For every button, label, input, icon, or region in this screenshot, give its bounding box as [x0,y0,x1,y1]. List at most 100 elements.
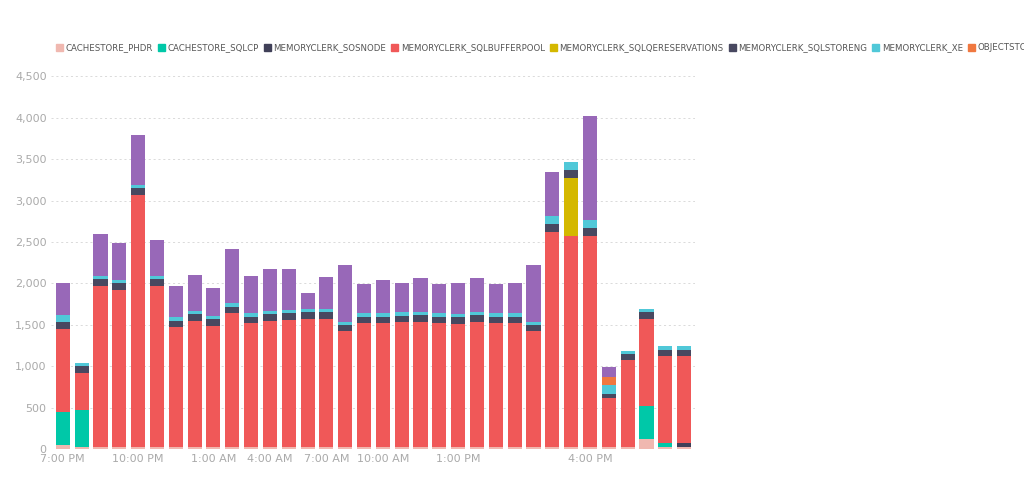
Bar [93,279,108,286]
Bar [338,321,352,325]
Legend: CACHESTORE_PHDR, CACHESTORE_SQLCP, MEMORYCLERK_SOSNODE, MEMORYCLERK_SQLBUFFERPOO: CACHESTORE_PHDR, CACHESTORE_SQLCP, MEMOR… [55,43,1024,52]
Bar [677,447,691,449]
Bar [207,326,220,447]
Bar [452,284,465,314]
Bar [75,363,89,366]
Bar [75,410,89,447]
Bar [414,278,428,312]
Bar [508,313,522,317]
Bar [225,313,240,447]
Bar [658,350,673,356]
Bar [526,325,541,331]
Bar [621,351,635,354]
Bar [508,323,522,447]
Bar [300,293,314,309]
Bar [113,290,126,447]
Bar [414,315,428,321]
Bar [282,310,296,313]
Bar [658,444,673,447]
Bar [639,406,653,439]
Bar [244,313,258,317]
Bar [207,287,220,316]
Bar [93,286,108,447]
Bar [150,279,164,286]
Bar [282,447,296,449]
Bar [169,447,183,449]
Bar [546,232,559,447]
Bar [564,161,579,170]
Bar [658,356,673,444]
Bar [376,323,390,447]
Bar [432,317,446,323]
Bar [131,447,145,449]
Bar [432,284,446,313]
Bar [319,447,334,449]
Bar [583,447,597,449]
Bar [263,311,276,314]
Bar [244,447,258,449]
Bar [93,447,108,449]
Bar [319,277,334,309]
Bar [338,325,352,331]
Bar [526,265,541,321]
Bar [150,447,164,449]
Bar [452,318,465,324]
Bar [470,315,484,321]
Bar [187,311,202,314]
Bar [225,307,240,313]
Bar [602,367,615,377]
Bar [187,321,202,447]
Bar [300,312,314,319]
Bar [583,228,597,236]
Bar [263,447,276,449]
Bar [357,447,371,449]
Bar [187,314,202,321]
Bar [639,319,653,406]
Bar [452,324,465,447]
Bar [357,323,371,447]
Bar [602,398,615,447]
Bar [357,284,371,313]
Bar [131,185,145,188]
Bar [187,275,202,311]
Bar [602,394,615,398]
Bar [470,278,484,312]
Bar [55,284,70,315]
Bar [394,447,409,449]
Bar [319,312,334,319]
Bar [452,447,465,449]
Bar [300,319,314,447]
Bar [452,314,465,318]
Bar [55,412,70,445]
Bar [488,313,503,317]
Bar [75,447,89,449]
Bar [207,316,220,319]
Bar [432,323,446,447]
Bar [75,366,89,373]
Bar [376,447,390,449]
Bar [546,447,559,449]
Bar [376,317,390,323]
Bar [263,321,276,447]
Bar [169,327,183,447]
Bar [602,377,615,385]
Bar [282,320,296,447]
Bar [432,447,446,449]
Bar [338,331,352,447]
Bar [187,447,202,449]
Bar [639,312,653,319]
Bar [583,220,597,228]
Bar [376,280,390,313]
Bar [282,269,296,310]
Bar [150,286,164,447]
Bar [282,313,296,320]
Bar [677,350,691,356]
Bar [583,236,597,447]
Bar [394,312,409,316]
Bar [93,234,108,276]
Bar [639,439,653,449]
Bar [470,321,484,447]
Bar [414,447,428,449]
Bar [113,243,126,280]
Bar [319,319,334,447]
